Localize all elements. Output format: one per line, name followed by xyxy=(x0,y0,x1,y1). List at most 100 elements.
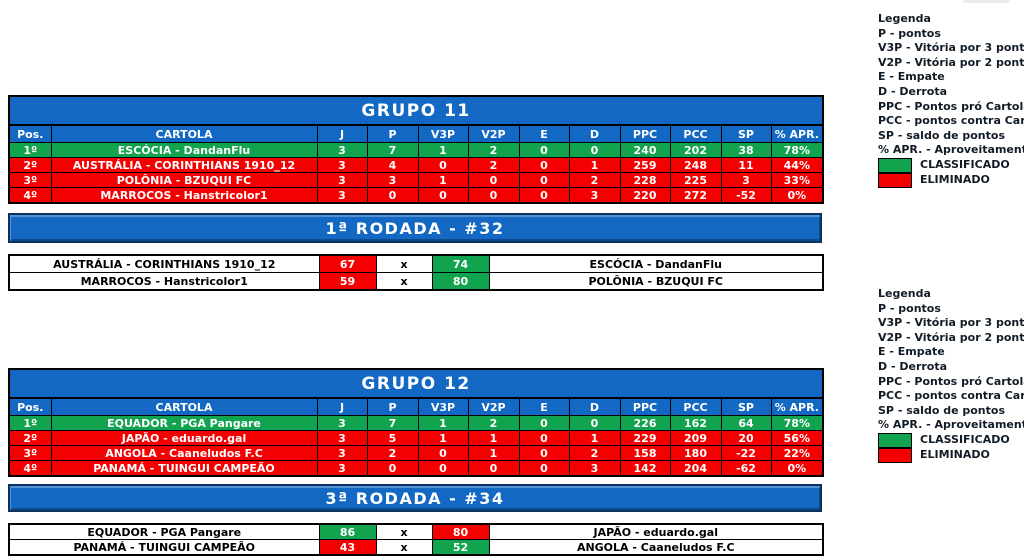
match-row: MARROCOS - Hanstricolor1 59 x 80 POLÔNIA… xyxy=(8,272,824,291)
round32-banner-title: 1ª RODADA - #32 xyxy=(325,218,505,238)
group12-title: GRUPO 12 xyxy=(8,368,824,399)
eliminated-label: ELIMINADO xyxy=(920,448,990,462)
away-score: 74 xyxy=(431,254,490,273)
group11-title: GRUPO 11 xyxy=(8,95,824,126)
col-header-e: E xyxy=(518,124,570,143)
home-score: 67 xyxy=(318,254,377,273)
table-row: 2º JAPÃO - eduardo.gal 3 5 1 1 0 1 229 2… xyxy=(8,430,824,446)
legend-line: SP - saldo de pontos xyxy=(878,403,1005,417)
col-header-pcc: PCC xyxy=(669,124,722,143)
col-header-apr: % APR. xyxy=(770,397,824,416)
group11-header-row: Pos. CARTOLA J P V3P V2P E D PPC PCC SP … xyxy=(8,124,824,143)
classified-label: CLASSIFICADO xyxy=(920,433,1010,447)
pos-cell: 3º xyxy=(8,445,52,461)
legend-eliminated-row: ELIMINADO xyxy=(878,172,1024,188)
legend-line: P - pontos xyxy=(878,301,941,315)
legend-line: E - Empate xyxy=(878,70,945,84)
legend-line: P - pontos xyxy=(878,26,941,40)
round34-banner: 3ª RODADA - #34 xyxy=(8,484,822,512)
col-header-d: D xyxy=(568,124,621,143)
classified-label: CLASSIFICADO xyxy=(920,158,1010,172)
pos-cell: 2º xyxy=(8,157,52,173)
pos-cell: 2º xyxy=(8,430,52,446)
versus-separator: x xyxy=(375,254,433,273)
pos-cell: 4º xyxy=(8,187,52,204)
cartola-cell: ESCÓCIA - DandanFlu xyxy=(50,142,318,158)
cartola-cell: ANGOLA - Caaneludos F.C xyxy=(50,445,318,461)
pos-cell: 1º xyxy=(8,142,52,158)
legend-line: PPC - Pontos pró Cartola xyxy=(878,374,1024,388)
cartola-cell: JAPÃO - eduardo.gal xyxy=(50,430,318,446)
col-header-pcc: PCC xyxy=(669,397,722,416)
eliminated-swatch-icon xyxy=(878,172,912,188)
away-team: JAPÃO - eduardo.gal xyxy=(488,523,824,540)
match-row: EQUADOR - PGA Pangare 86 x 80 JAPÃO - ed… xyxy=(8,523,824,540)
table-row: 3º ANGOLA - Caaneludos F.C 3 2 0 1 0 2 1… xyxy=(8,445,824,461)
versus-separator: x xyxy=(375,539,433,556)
cartola-cell: MARROCOS - Hanstricolor1 xyxy=(50,187,318,204)
legend-line: PPC - Pontos pró Cartola xyxy=(878,99,1024,113)
col-header-cartola: CARTOLA xyxy=(50,124,318,143)
cartola-cell: EQUADOR - PGA Pangare xyxy=(50,415,318,431)
classified-swatch-icon xyxy=(878,157,912,173)
away-team: ANGOLA - Caaneludos F.C xyxy=(488,539,824,556)
pos-cell: 3º xyxy=(8,172,52,188)
versus-separator: x xyxy=(375,523,433,540)
round34-results-table: EQUADOR - PGA Pangare 86 x 80 JAPÃO - ed… xyxy=(8,523,824,556)
table-row: 3º POLÔNIA - BZUQUI FC 3 3 1 0 0 2 228 2… xyxy=(8,172,824,188)
eliminated-swatch-icon xyxy=(878,447,912,463)
legend-classified-row: CLASSIFICADO xyxy=(878,157,1024,173)
round32-results-table: AUSTRÁLIA - CORINTHIANS 1910_12 67 x 74 … xyxy=(8,254,824,291)
home-team: MARROCOS - Hanstricolor1 xyxy=(8,272,320,291)
table-row: 1º ESCÓCIA - DandanFlu 3 7 1 2 0 0 240 2… xyxy=(8,142,824,158)
home-team: EQUADOR - PGA Pangare xyxy=(8,523,320,540)
col-header-v2p: V2P xyxy=(467,397,520,416)
legend-line: V2P - Vitória por 2 pontos xyxy=(878,330,1024,344)
group12-header-row: Pos. CARTOLA J P V3P V2P E D PPC PCC SP … xyxy=(8,397,824,416)
legend-line: PCC - pontos contra Cartola xyxy=(878,114,1024,128)
away-team: ESCÓCIA - DandanFlu xyxy=(488,254,824,273)
col-header-p: P xyxy=(366,397,419,416)
away-score: 80 xyxy=(431,272,490,291)
legend-title: Legenda xyxy=(878,287,931,300)
col-header-pos: Pos. xyxy=(8,397,52,416)
home-score: 59 xyxy=(318,272,377,291)
cartola-cell: AUSTRÁLIA - CORINTHIANS 1910_12 xyxy=(50,157,318,173)
legend-line: D - Derrota xyxy=(878,359,948,373)
legend-line: SP - saldo de pontos xyxy=(878,128,1005,142)
cartola-cell: POLÔNIA - BZUQUI FC xyxy=(50,172,318,188)
legend-title: Legenda xyxy=(878,12,931,25)
away-score: 80 xyxy=(431,523,490,540)
home-score: 86 xyxy=(318,523,377,540)
legend-line: V3P - Vitória por 3 pontos xyxy=(878,41,1024,55)
legend-line: V3P - Vitória por 3 pontos xyxy=(878,316,1024,330)
table-row: 4º MARROCOS - Hanstricolor1 3 0 0 0 0 3 … xyxy=(8,187,824,204)
partial-scrollbar xyxy=(963,0,1010,3)
match-row: AUSTRÁLIA - CORINTHIANS 1910_12 67 x 74 … xyxy=(8,254,824,273)
col-header-ppc: PPC xyxy=(619,124,671,143)
col-header-v3p: V3P xyxy=(417,124,469,143)
legend-line: V2P - Vitória por 2 pontos xyxy=(878,55,1024,69)
col-header-pos: Pos. xyxy=(8,124,52,143)
table-row: 4º PANAMÁ - TUINGUI CAMPEÃO 3 0 0 0 0 3 … xyxy=(8,460,824,477)
away-team: POLÔNIA - BZUQUI FC xyxy=(488,272,824,291)
legend-line: PCC - pontos contra Cartola xyxy=(878,389,1024,403)
col-header-cartola: CARTOLA xyxy=(50,397,318,416)
group12-standings-table: GRUPO 12 Pos. CARTOLA J P V3P V2P E D PP… xyxy=(8,368,825,477)
away-score: 52 xyxy=(431,539,490,556)
round34-banner-title: 3ª RODADA - #34 xyxy=(325,488,505,508)
col-header-v2p: V2P xyxy=(467,124,520,143)
home-score: 43 xyxy=(318,539,377,556)
col-header-sp: SP xyxy=(720,397,772,416)
match-row: PANAMÁ - TUINGUI CAMPEÃO 43 x 52 ANGOLA … xyxy=(8,539,824,556)
classified-swatch-icon xyxy=(878,432,912,448)
legend-eliminated-row: ELIMINADO xyxy=(878,447,1024,463)
home-team: AUSTRÁLIA - CORINTHIANS 1910_12 xyxy=(8,254,320,273)
col-header-p: P xyxy=(366,124,419,143)
versus-separator: x xyxy=(375,272,433,291)
pos-cell: 4º xyxy=(8,460,52,477)
col-header-ppc: PPC xyxy=(619,397,671,416)
col-header-j: J xyxy=(316,397,368,416)
legend-line: D - Derrota xyxy=(878,84,948,98)
legend-line: % APR. - Aproveitamento xyxy=(878,418,1024,432)
